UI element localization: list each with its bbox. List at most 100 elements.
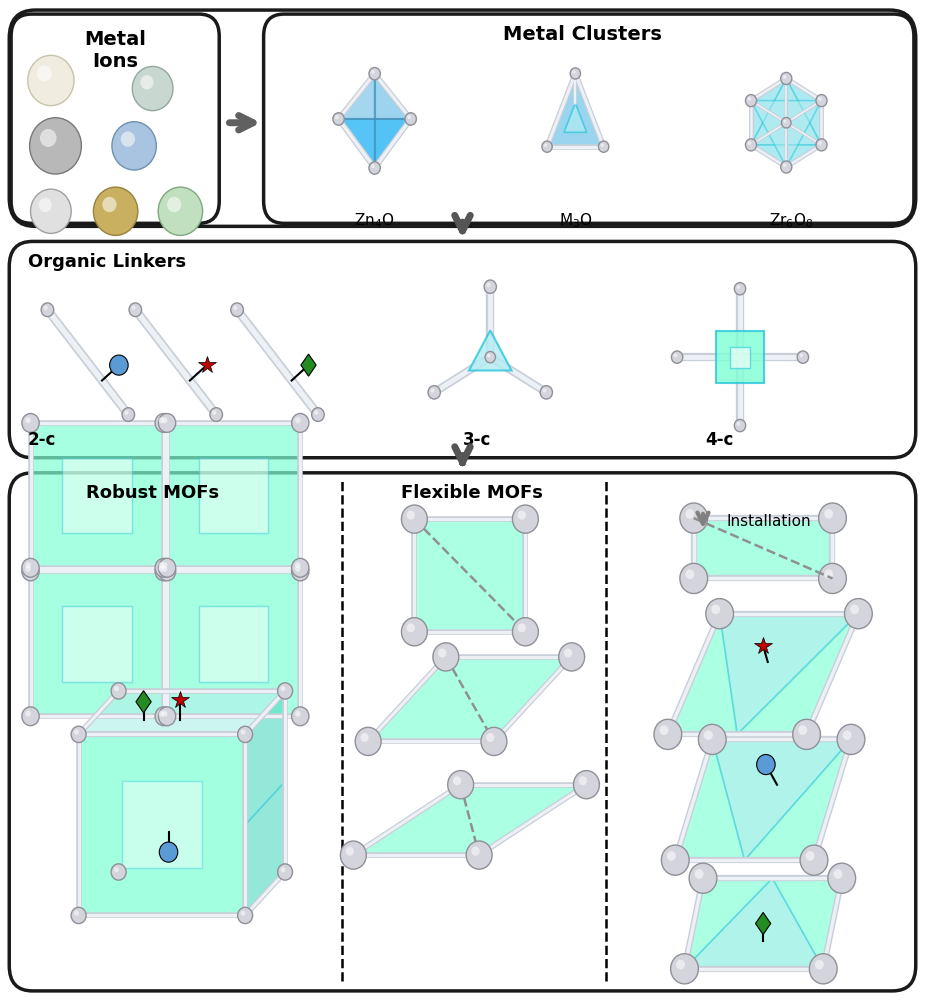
Circle shape: [111, 864, 126, 880]
Circle shape: [736, 422, 740, 426]
Circle shape: [819, 97, 821, 101]
Circle shape: [695, 869, 704, 879]
Polygon shape: [668, 614, 858, 734]
Circle shape: [333, 113, 344, 125]
Polygon shape: [339, 119, 411, 168]
Circle shape: [40, 129, 56, 147]
Circle shape: [660, 725, 669, 735]
Circle shape: [689, 863, 717, 893]
Circle shape: [676, 960, 685, 970]
Circle shape: [806, 851, 815, 861]
Circle shape: [746, 139, 757, 151]
Circle shape: [114, 686, 119, 691]
FancyBboxPatch shape: [9, 473, 916, 991]
Circle shape: [295, 710, 301, 716]
Circle shape: [111, 683, 126, 699]
Circle shape: [371, 164, 375, 168]
Circle shape: [158, 417, 164, 424]
Circle shape: [430, 388, 435, 392]
Polygon shape: [751, 78, 821, 167]
Circle shape: [167, 197, 181, 212]
Circle shape: [407, 511, 415, 520]
Circle shape: [448, 771, 474, 799]
Polygon shape: [136, 691, 151, 713]
Circle shape: [654, 719, 682, 749]
Polygon shape: [684, 878, 842, 969]
Text: 2-c: 2-c: [28, 431, 56, 449]
Circle shape: [71, 726, 86, 742]
Circle shape: [39, 198, 52, 212]
Circle shape: [843, 730, 852, 740]
Circle shape: [746, 95, 757, 107]
Circle shape: [280, 867, 286, 872]
Text: $\mathrm{M_3O}$: $\mathrm{M_3O}$: [559, 211, 592, 230]
Circle shape: [37, 65, 52, 81]
Circle shape: [661, 845, 689, 875]
Polygon shape: [301, 354, 316, 376]
Circle shape: [673, 353, 677, 357]
Polygon shape: [751, 78, 821, 145]
Circle shape: [291, 707, 309, 725]
Circle shape: [141, 75, 154, 90]
Circle shape: [25, 562, 31, 568]
Circle shape: [43, 306, 48, 310]
Circle shape: [162, 565, 167, 571]
Polygon shape: [31, 423, 164, 567]
Circle shape: [312, 407, 325, 422]
Circle shape: [22, 562, 39, 580]
Circle shape: [680, 503, 708, 533]
Circle shape: [295, 417, 301, 424]
Circle shape: [518, 624, 526, 633]
Circle shape: [672, 351, 683, 363]
Circle shape: [346, 847, 354, 856]
Circle shape: [783, 120, 786, 123]
Circle shape: [110, 355, 129, 375]
Text: $\mathrm{Zr_6O_8}$: $\mathrm{Zr_6O_8}$: [769, 211, 813, 230]
Circle shape: [162, 562, 167, 568]
Circle shape: [698, 724, 726, 754]
Polygon shape: [751, 101, 821, 167]
Circle shape: [757, 754, 775, 775]
Circle shape: [711, 605, 721, 615]
Circle shape: [667, 851, 676, 861]
Circle shape: [747, 97, 751, 101]
Circle shape: [155, 558, 172, 577]
FancyBboxPatch shape: [9, 10, 916, 226]
Text: 4-c: 4-c: [705, 431, 734, 449]
Circle shape: [162, 417, 167, 424]
Circle shape: [25, 565, 31, 571]
Circle shape: [74, 729, 79, 734]
Circle shape: [819, 503, 846, 533]
Circle shape: [129, 303, 142, 317]
Circle shape: [369, 67, 380, 79]
Circle shape: [850, 605, 859, 615]
Circle shape: [41, 303, 54, 317]
Circle shape: [828, 863, 856, 893]
Circle shape: [816, 139, 827, 151]
Circle shape: [781, 161, 792, 173]
Circle shape: [158, 710, 164, 716]
Polygon shape: [199, 458, 268, 533]
Circle shape: [240, 910, 245, 915]
FancyBboxPatch shape: [264, 14, 914, 223]
Polygon shape: [731, 347, 749, 367]
Circle shape: [295, 562, 301, 568]
Circle shape: [122, 407, 135, 422]
Circle shape: [819, 141, 821, 145]
Circle shape: [579, 777, 587, 786]
Polygon shape: [79, 691, 285, 734]
Circle shape: [132, 66, 173, 111]
Polygon shape: [547, 73, 604, 147]
Circle shape: [824, 509, 833, 519]
Circle shape: [407, 624, 415, 633]
Circle shape: [291, 562, 309, 580]
Circle shape: [438, 649, 447, 658]
Circle shape: [799, 353, 803, 357]
Circle shape: [734, 283, 746, 295]
Circle shape: [819, 563, 846, 594]
Circle shape: [518, 511, 526, 520]
Text: 3-c: 3-c: [462, 431, 491, 449]
Circle shape: [428, 385, 440, 399]
Text: Metal
Ions: Metal Ions: [85, 30, 146, 70]
Circle shape: [704, 730, 713, 740]
